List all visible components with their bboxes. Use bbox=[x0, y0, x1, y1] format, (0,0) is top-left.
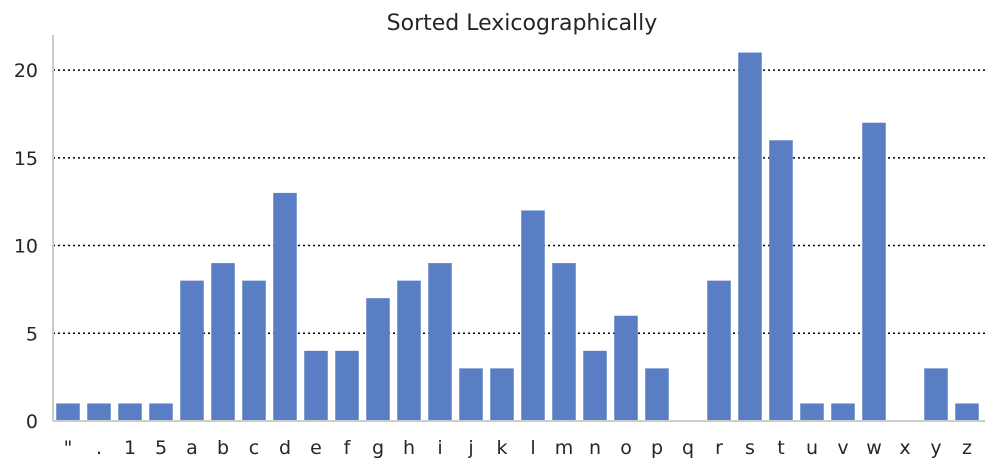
x-tick-label: x bbox=[899, 437, 910, 459]
bar bbox=[490, 368, 514, 421]
bar bbox=[428, 263, 452, 421]
x-tick-label: o bbox=[620, 437, 632, 459]
bar bbox=[459, 368, 483, 421]
x-tick-label: " bbox=[64, 437, 73, 459]
bar bbox=[397, 280, 421, 421]
x-tick-label: h bbox=[403, 437, 415, 459]
bar bbox=[614, 315, 638, 421]
bar bbox=[924, 368, 948, 421]
y-tick-label: 5 bbox=[26, 323, 38, 345]
bar bbox=[521, 210, 545, 421]
x-tick-label: a bbox=[186, 437, 198, 459]
bar bbox=[335, 350, 359, 421]
x-tick-label: . bbox=[96, 437, 102, 459]
x-tick-label: 5 bbox=[155, 437, 167, 459]
x-tick-label: z bbox=[962, 437, 972, 459]
bar bbox=[180, 280, 204, 421]
bar bbox=[583, 350, 607, 421]
chart-title: Sorted Lexicographically bbox=[387, 11, 658, 36]
x-tick-label: t bbox=[777, 437, 784, 459]
bar bbox=[769, 140, 793, 422]
bar bbox=[955, 403, 979, 421]
x-tick-label: b bbox=[217, 437, 229, 459]
bar bbox=[304, 350, 328, 421]
x-tick-label: e bbox=[310, 437, 322, 459]
x-tick-label: q bbox=[682, 437, 694, 459]
bar bbox=[56, 403, 80, 421]
y-axis-ticks: 0 5 10 15 20 bbox=[14, 60, 38, 433]
x-tick-label: 1 bbox=[124, 437, 136, 459]
grid-lines bbox=[53, 69, 985, 335]
x-tick-label: l bbox=[530, 437, 535, 459]
x-tick-label: k bbox=[496, 437, 507, 459]
x-tick-label: s bbox=[745, 437, 755, 459]
x-tick-label: f bbox=[344, 437, 352, 459]
y-tick-label: 10 bbox=[14, 236, 38, 258]
x-tick-label: u bbox=[806, 437, 818, 459]
x-tick-label: j bbox=[467, 437, 473, 459]
x-tick-label: g bbox=[372, 437, 384, 459]
x-tick-label: i bbox=[437, 437, 442, 459]
bars bbox=[56, 52, 979, 422]
x-tick-label: r bbox=[715, 437, 723, 459]
x-tick-label: p bbox=[651, 437, 663, 459]
y-tick-label: 20 bbox=[14, 60, 38, 82]
x-tick-label: c bbox=[249, 437, 259, 459]
bar bbox=[862, 122, 886, 422]
x-tick-label: w bbox=[866, 437, 882, 459]
bar bbox=[211, 263, 235, 421]
y-tick-label: 15 bbox=[14, 148, 38, 170]
y-tick-label: 0 bbox=[26, 411, 38, 433]
bar bbox=[800, 403, 824, 421]
bar bbox=[738, 52, 762, 421]
bar bbox=[118, 403, 142, 421]
x-axis-ticks: ". 1 5 a b c d e f g h i j k l m n o p q r s t u v w x y z bbox=[64, 437, 972, 459]
bar bbox=[552, 263, 576, 421]
bar bbox=[707, 280, 731, 421]
x-tick-label: m bbox=[555, 437, 574, 459]
x-tick-label: v bbox=[837, 437, 848, 459]
bar bbox=[87, 403, 111, 421]
bar bbox=[242, 280, 266, 421]
bar bbox=[273, 192, 297, 421]
bar bbox=[149, 403, 173, 421]
x-tick-label: y bbox=[930, 437, 941, 459]
bar bbox=[831, 403, 855, 421]
bar bbox=[366, 298, 390, 421]
x-tick-label: n bbox=[589, 437, 601, 459]
x-tick-label: d bbox=[279, 437, 291, 459]
bar bbox=[645, 368, 669, 421]
